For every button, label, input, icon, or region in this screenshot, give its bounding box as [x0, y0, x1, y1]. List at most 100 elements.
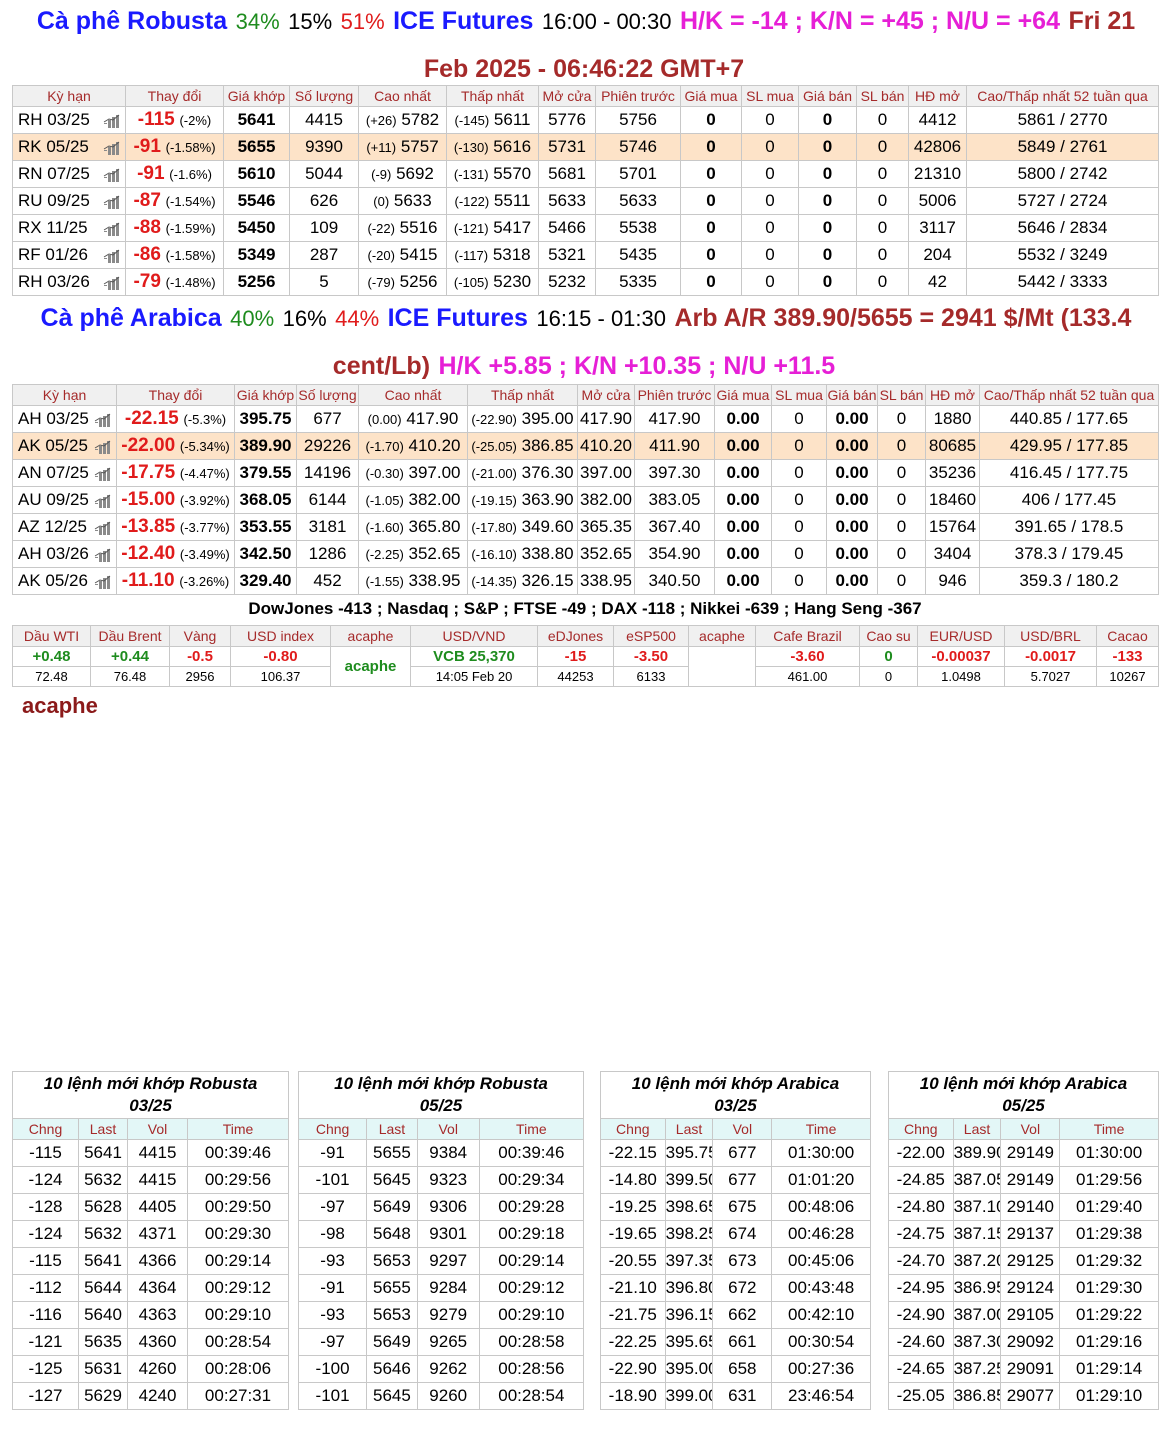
icon-line — [94, 494, 111, 503]
change-cell: -91 (-1.6%) — [125, 160, 224, 188]
low-cell: (-117) 5318 — [446, 241, 539, 269]
cell: 0 — [856, 241, 909, 269]
cell: -19.65 — [600, 1220, 666, 1248]
market-name: USD index — [230, 625, 331, 647]
icon-bar — [107, 468, 110, 481]
icon-bar — [112, 252, 115, 263]
cell: 396.80 — [664, 1274, 714, 1302]
icon-bar — [95, 503, 98, 504]
contract-cell: AH 03/26 — [12, 540, 117, 568]
column-header: Last — [366, 1118, 418, 1140]
high-cell: (-9) 5692 — [358, 160, 447, 188]
cell: -24.75 — [888, 1220, 954, 1248]
cell: 397.35 — [664, 1247, 714, 1275]
cell: 0.00 — [826, 567, 878, 595]
cell: 417.90 — [577, 405, 635, 433]
cell: -22.90 — [600, 1355, 666, 1383]
market-name: acaphe — [330, 625, 411, 647]
cell: 5644 — [78, 1274, 128, 1302]
cell: 946 — [925, 567, 980, 595]
trade-row: -93 5653 9297 00:29:14 — [297, 1247, 585, 1275]
cell: 00:29:56 — [186, 1166, 290, 1194]
column-header: Last — [952, 1118, 1002, 1140]
cell: 367.40 — [634, 513, 715, 541]
cell: 9265 — [416, 1328, 480, 1356]
cell: 658 — [712, 1355, 773, 1383]
cell: 5335 — [595, 268, 681, 296]
cell: 387.25 — [952, 1355, 1002, 1383]
market-value: 14:05 Feb 20 — [410, 666, 538, 687]
market-change: -3.50 — [613, 646, 689, 667]
column-header: Cao nhất — [358, 85, 447, 107]
cell: 0.00 — [714, 432, 772, 460]
trade-row: -21.75 396.15 662 00:42:10 — [600, 1301, 871, 1329]
high-cell: (+11) 5757 — [358, 133, 447, 161]
trade-row: -14.80 399.50 677 01:01:20 — [600, 1166, 871, 1194]
price: 5417 — [493, 218, 532, 237]
cell: 01:29:56 — [1059, 1166, 1159, 1194]
trade-row: -25.05 386.85 29077 01:29:10 — [888, 1382, 1159, 1410]
high-cell: (-1.55) 338.95 — [358, 567, 468, 595]
cell: 352.65 — [577, 540, 635, 568]
cell: 01:29:32 — [1059, 1247, 1159, 1275]
cell: -24.95 — [888, 1274, 954, 1302]
cell: 677 — [296, 405, 359, 433]
cell: 5349 — [223, 241, 290, 269]
change-cell: -88 (-1.59%) — [125, 214, 224, 242]
trade-row: -116 5640 4363 00:29:10 — [12, 1301, 290, 1329]
delta: (-1.05) — [365, 493, 404, 508]
cell: 5466 — [538, 214, 596, 242]
trades-title: 10 lệnh mới khớp Arabica 03/25 — [600, 1071, 871, 1119]
cell: 387.10 — [952, 1193, 1002, 1221]
cell: 00:42:10 — [771, 1301, 871, 1329]
price: 397.00 — [408, 463, 461, 482]
column-header: Thay đổi — [125, 85, 224, 107]
icon-bar — [99, 446, 102, 454]
cell: -100 — [297, 1355, 368, 1383]
cell: 359.3 / 180.2 — [979, 567, 1159, 595]
cell: 5648 — [366, 1220, 418, 1248]
cell: 0 — [877, 486, 926, 514]
cell: 0 — [741, 214, 799, 242]
chart-icon — [103, 168, 120, 182]
cell: 429.95 / 177.85 — [979, 432, 1159, 460]
cell: 9262 — [416, 1355, 480, 1383]
icon-bar — [103, 497, 106, 508]
cell: 4415 — [127, 1166, 188, 1194]
quote-row: RH 03/26 -79 (-1.48%) 5256 5 (-79) 5256 (-105… — [12, 268, 1159, 296]
cell: 00:46:28 — [771, 1220, 871, 1248]
cell: 29149 — [1000, 1166, 1061, 1194]
cell: -124 — [12, 1166, 79, 1194]
title-segment: 51% — [340, 9, 385, 34]
delta: (-16.10) — [471, 547, 517, 562]
cell: 391.65 / 178.5 — [979, 513, 1159, 541]
cell: -116 — [12, 1301, 79, 1329]
delta: (-130) — [453, 140, 489, 155]
cell: 00:29:28 — [478, 1193, 585, 1221]
icon-line — [94, 521, 111, 530]
contract-cell: RN 07/25 — [12, 160, 126, 188]
price: 376.30 — [521, 463, 574, 482]
column-header: HĐ mở — [908, 85, 967, 107]
cell: 0 — [771, 513, 827, 541]
icon-bar — [99, 581, 102, 589]
cell: 379.55 — [234, 459, 297, 487]
cell: 00:29:10 — [478, 1301, 585, 1329]
column-header: Giá khớp — [234, 384, 297, 406]
cell: 29226 — [296, 432, 359, 460]
price: 5230 — [493, 272, 532, 291]
price: 365.80 — [408, 517, 461, 536]
market-name: USD/VND — [410, 625, 538, 647]
cell: -20.55 — [600, 1247, 666, 1275]
cell: 406 / 177.45 — [979, 486, 1159, 514]
cell: 386.95 — [952, 1274, 1002, 1302]
icon-bar — [95, 584, 98, 585]
cell: -97 — [297, 1193, 368, 1221]
low-cell: (-25.05) 386.85 — [467, 432, 578, 460]
cell: 1286 — [296, 540, 359, 568]
cell: 440.85 / 177.65 — [979, 405, 1159, 433]
trade-row: -97 5649 9306 00:29:28 — [297, 1193, 585, 1221]
cell: 00:45:06 — [771, 1247, 871, 1275]
market-value: 106.37 — [230, 666, 331, 687]
column-header: Time — [478, 1118, 585, 1140]
